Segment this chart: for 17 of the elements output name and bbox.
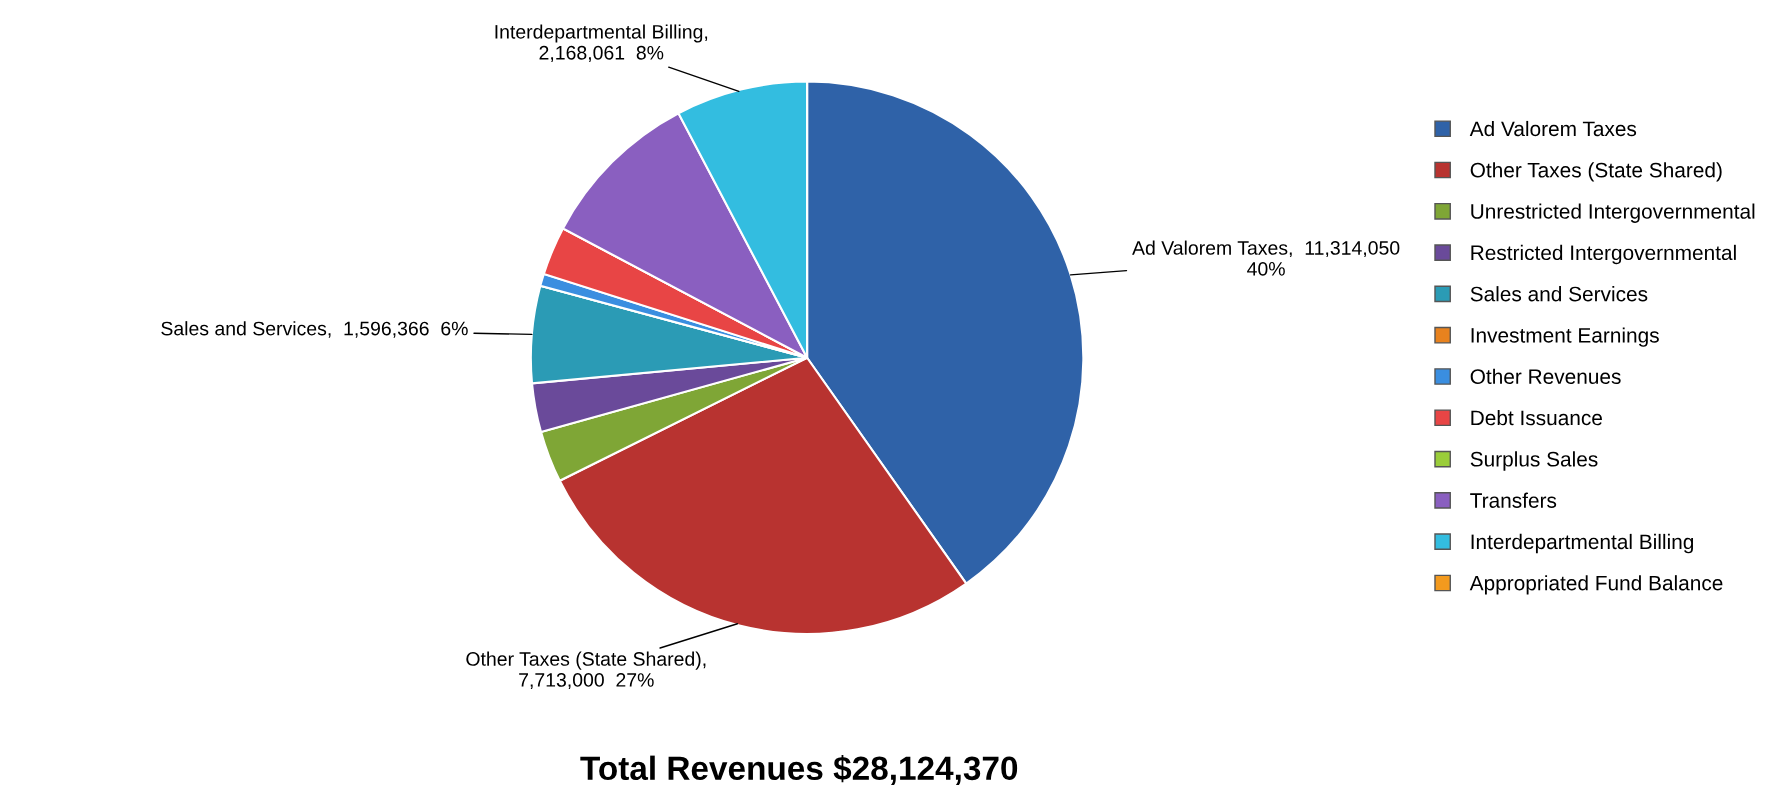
legend-label: Sales and Services — [1470, 286, 1648, 302]
legend-label: Ad Valorem Taxes — [1469, 120, 1637, 137]
legend-label: Interdepartmental Billing — [1471, 533, 1694, 554]
legend-label: Other Taxes (State Shared) — [1470, 162, 1722, 182]
data-label: Sales and Services, 1,596,366 6% — [161, 321, 468, 338]
text: Total Revenues $28,124,370 — [580, 755, 1018, 785]
data-label: Other Taxes (State Shared), 7,713,000 27% — [466, 651, 706, 690]
legend-label: Debt Issuance — [1471, 409, 1602, 426]
legend-label: Surplus Sales — [1470, 451, 1598, 471]
legend-label: Unrestricted Intergovernmental — [1471, 203, 1755, 223]
data-label: Interdepartmental Billing, 2,168,061 8% — [495, 24, 708, 62]
legend-label: Other Revenues — [1470, 368, 1621, 384]
data-label: Ad Valorem Taxes, 11,314,050 40% — [1132, 240, 1400, 276]
legend-label: Appropriated Fund Balance — [1469, 575, 1723, 595]
legend-label: Investment Earnings — [1471, 327, 1659, 347]
legend-label: Restricted Intergovernmental — [1471, 244, 1736, 265]
legend-label: Transfers — [1470, 492, 1557, 508]
